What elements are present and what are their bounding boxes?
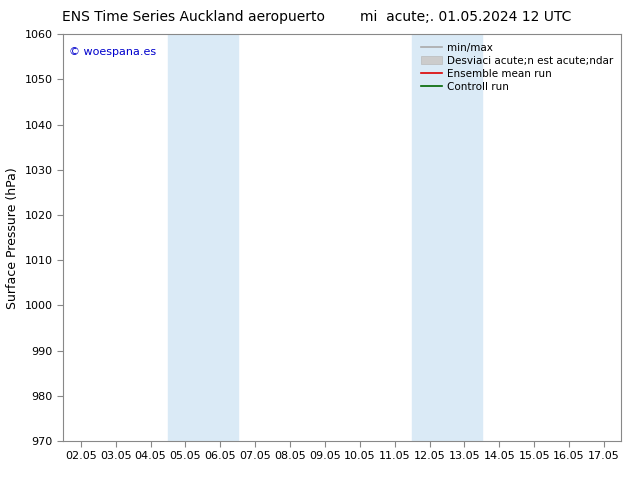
Text: ENS Time Series Auckland aeropuerto        mi  acute;. 01.05.2024 12 UTC: ENS Time Series Auckland aeropuerto mi a… xyxy=(62,10,572,24)
Legend: min/max, Desviaci acute;n est acute;ndar, Ensemble mean run, Controll run: min/max, Desviaci acute;n est acute;ndar… xyxy=(418,40,616,95)
Bar xyxy=(412,34,482,441)
Y-axis label: Surface Pressure (hPa): Surface Pressure (hPa) xyxy=(6,167,19,309)
Text: © woespana.es: © woespana.es xyxy=(69,47,156,56)
Bar xyxy=(168,34,238,441)
